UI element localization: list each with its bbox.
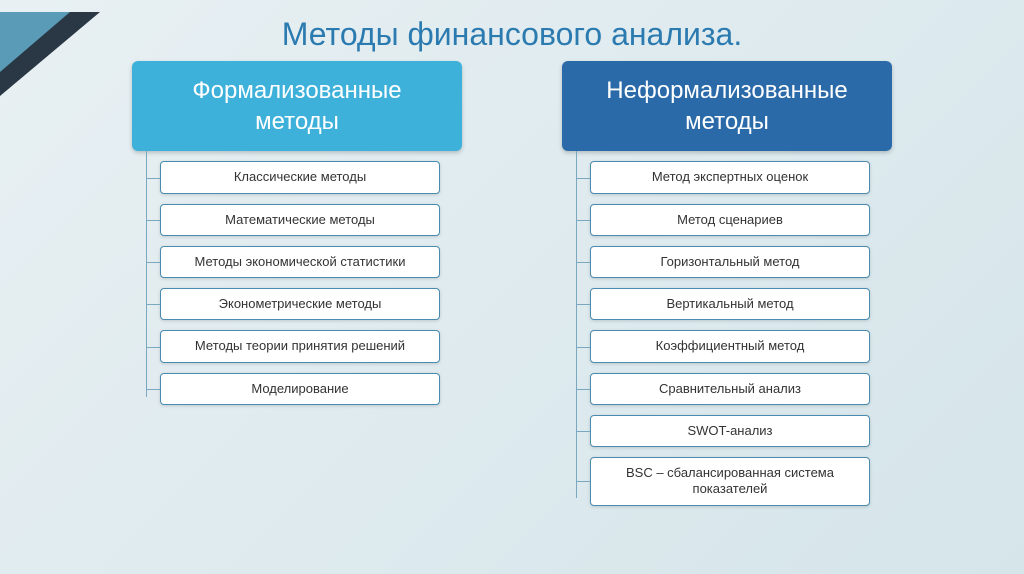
list-item: BSC – сбалансированная система показател…: [590, 457, 892, 506]
connector-hline: [146, 178, 160, 179]
connector-hline: [146, 304, 160, 305]
list-item: Метод экспертных оценок: [590, 161, 892, 193]
columns-container: Формализованные методы Классические мето…: [0, 61, 1024, 516]
connector-hline: [146, 262, 160, 263]
items-informal: Метод экспертных оценок Метод сценариев …: [562, 161, 892, 515]
item-box: Методы теории принятия решений: [160, 330, 440, 362]
item-box: Методы экономической статистики: [160, 246, 440, 278]
column-formal: Формализованные методы Классические мето…: [132, 61, 462, 516]
list-item: Математические методы: [160, 204, 462, 236]
list-item: SWOT-анализ: [590, 415, 892, 447]
item-box: BSC – сбалансированная система показател…: [590, 457, 870, 506]
connector-vline: [576, 151, 577, 497]
connector-hline: [576, 431, 590, 432]
group-header-formal: Формализованные методы: [132, 61, 462, 151]
connector-hline: [576, 262, 590, 263]
list-item: Методы экономической статистики: [160, 246, 462, 278]
list-item: Эконометрические методы: [160, 288, 462, 320]
connector-vline: [146, 151, 147, 397]
connector-hline: [576, 220, 590, 221]
connector-hline: [576, 347, 590, 348]
column-informal: Неформализованные методы Метод экспертны…: [562, 61, 892, 516]
list-item: Горизонтальный метод: [590, 246, 892, 278]
list-item: Моделирование: [160, 373, 462, 405]
item-box: Метод экспертных оценок: [590, 161, 870, 193]
item-box: Горизонтальный метод: [590, 246, 870, 278]
item-box: Эконометрические методы: [160, 288, 440, 320]
list-item: Сравнительный анализ: [590, 373, 892, 405]
connector-hline: [146, 389, 160, 390]
connector-hline: [146, 347, 160, 348]
item-box: SWOT-анализ: [590, 415, 870, 447]
corner-triangle-light: [0, 12, 70, 72]
group-header-informal: Неформализованные методы: [562, 61, 892, 151]
item-box: Сравнительный анализ: [590, 373, 870, 405]
list-item: Методы теории принятия решений: [160, 330, 462, 362]
item-box: Классические методы: [160, 161, 440, 193]
item-box: Коэффициентный метод: [590, 330, 870, 362]
list-item: Вертикальный метод: [590, 288, 892, 320]
item-box: Моделирование: [160, 373, 440, 405]
page-title: Методы финансового анализа.: [0, 0, 1024, 61]
connector-hline: [576, 178, 590, 179]
connector-hline: [576, 389, 590, 390]
list-item: Классические методы: [160, 161, 462, 193]
corner-decoration: [0, 12, 100, 97]
list-item: Коэффициентный метод: [590, 330, 892, 362]
items-formal: Классические методы Математические метод…: [132, 161, 462, 415]
connector-hline: [576, 481, 590, 482]
connector-hline: [146, 220, 160, 221]
connector-hline: [576, 304, 590, 305]
item-box: Вертикальный метод: [590, 288, 870, 320]
item-box: Метод сценариев: [590, 204, 870, 236]
item-box: Математические методы: [160, 204, 440, 236]
list-item: Метод сценариев: [590, 204, 892, 236]
